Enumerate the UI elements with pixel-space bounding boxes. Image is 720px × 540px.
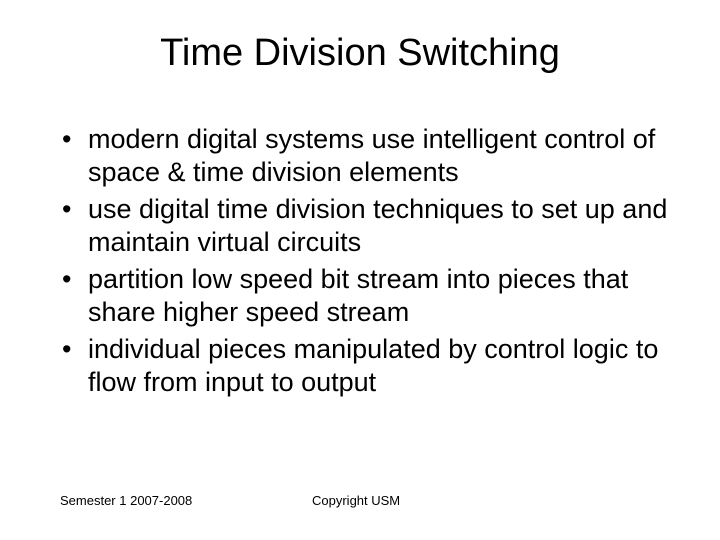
footer-center: Copyright USM bbox=[312, 493, 660, 508]
bullet-item: partition low speed bit stream into piec… bbox=[60, 263, 672, 329]
slide-title: Time Division Switching bbox=[48, 32, 672, 75]
bullet-item: use digital time division techniques to … bbox=[60, 193, 672, 259]
bullet-item: individual pieces manipulated by control… bbox=[60, 333, 672, 399]
slide-content: modern digital systems use intelligent c… bbox=[48, 123, 672, 399]
slide-footer: Semester 1 2007-2008 Copyright USM bbox=[60, 493, 660, 508]
slide-container: Time Division Switching modern digital s… bbox=[0, 0, 720, 540]
bullet-list: modern digital systems use intelligent c… bbox=[60, 123, 672, 399]
footer-left: Semester 1 2007-2008 bbox=[60, 493, 312, 508]
bullet-item: modern digital systems use intelligent c… bbox=[60, 123, 672, 189]
